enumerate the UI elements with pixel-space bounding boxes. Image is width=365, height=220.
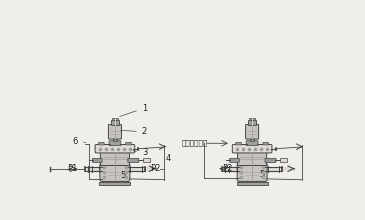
- FancyBboxPatch shape: [237, 163, 267, 182]
- FancyBboxPatch shape: [233, 145, 272, 153]
- FancyBboxPatch shape: [236, 142, 241, 145]
- Text: P2: P2: [222, 164, 233, 173]
- Text: 6: 6: [73, 137, 86, 146]
- Bar: [237, 182, 268, 185]
- FancyBboxPatch shape: [128, 158, 139, 162]
- Bar: [102, 180, 128, 182]
- FancyBboxPatch shape: [99, 142, 104, 145]
- Bar: [99, 182, 131, 185]
- Bar: [85, 167, 115, 170]
- Bar: [280, 158, 287, 162]
- FancyBboxPatch shape: [100, 163, 130, 182]
- FancyBboxPatch shape: [109, 141, 121, 146]
- Bar: [142, 158, 150, 162]
- FancyBboxPatch shape: [126, 142, 131, 145]
- Bar: [128, 167, 157, 170]
- Text: P1: P1: [67, 164, 77, 173]
- FancyBboxPatch shape: [246, 125, 259, 139]
- FancyBboxPatch shape: [230, 158, 239, 162]
- Text: 2: 2: [120, 127, 147, 136]
- FancyBboxPatch shape: [95, 145, 135, 153]
- Bar: [250, 139, 254, 141]
- Bar: [113, 139, 117, 141]
- FancyBboxPatch shape: [265, 158, 276, 162]
- FancyBboxPatch shape: [263, 142, 269, 145]
- Bar: [248, 120, 256, 125]
- Bar: [222, 167, 252, 170]
- Text: 3: 3: [133, 148, 147, 157]
- Bar: [239, 180, 265, 182]
- FancyBboxPatch shape: [246, 141, 258, 146]
- FancyBboxPatch shape: [100, 151, 130, 165]
- Text: 供氪裝置閘前: 供氪裝置閘前: [181, 139, 208, 146]
- Text: 4: 4: [166, 154, 171, 163]
- Bar: [112, 118, 118, 120]
- Text: 1: 1: [120, 104, 147, 116]
- Bar: [265, 167, 295, 170]
- FancyBboxPatch shape: [108, 125, 122, 139]
- Bar: [111, 120, 119, 125]
- Text: 5: 5: [120, 171, 126, 180]
- FancyBboxPatch shape: [92, 158, 102, 162]
- FancyBboxPatch shape: [238, 151, 267, 165]
- Text: 5: 5: [259, 170, 265, 179]
- Text: P2: P2: [150, 164, 161, 173]
- Bar: [249, 118, 255, 120]
